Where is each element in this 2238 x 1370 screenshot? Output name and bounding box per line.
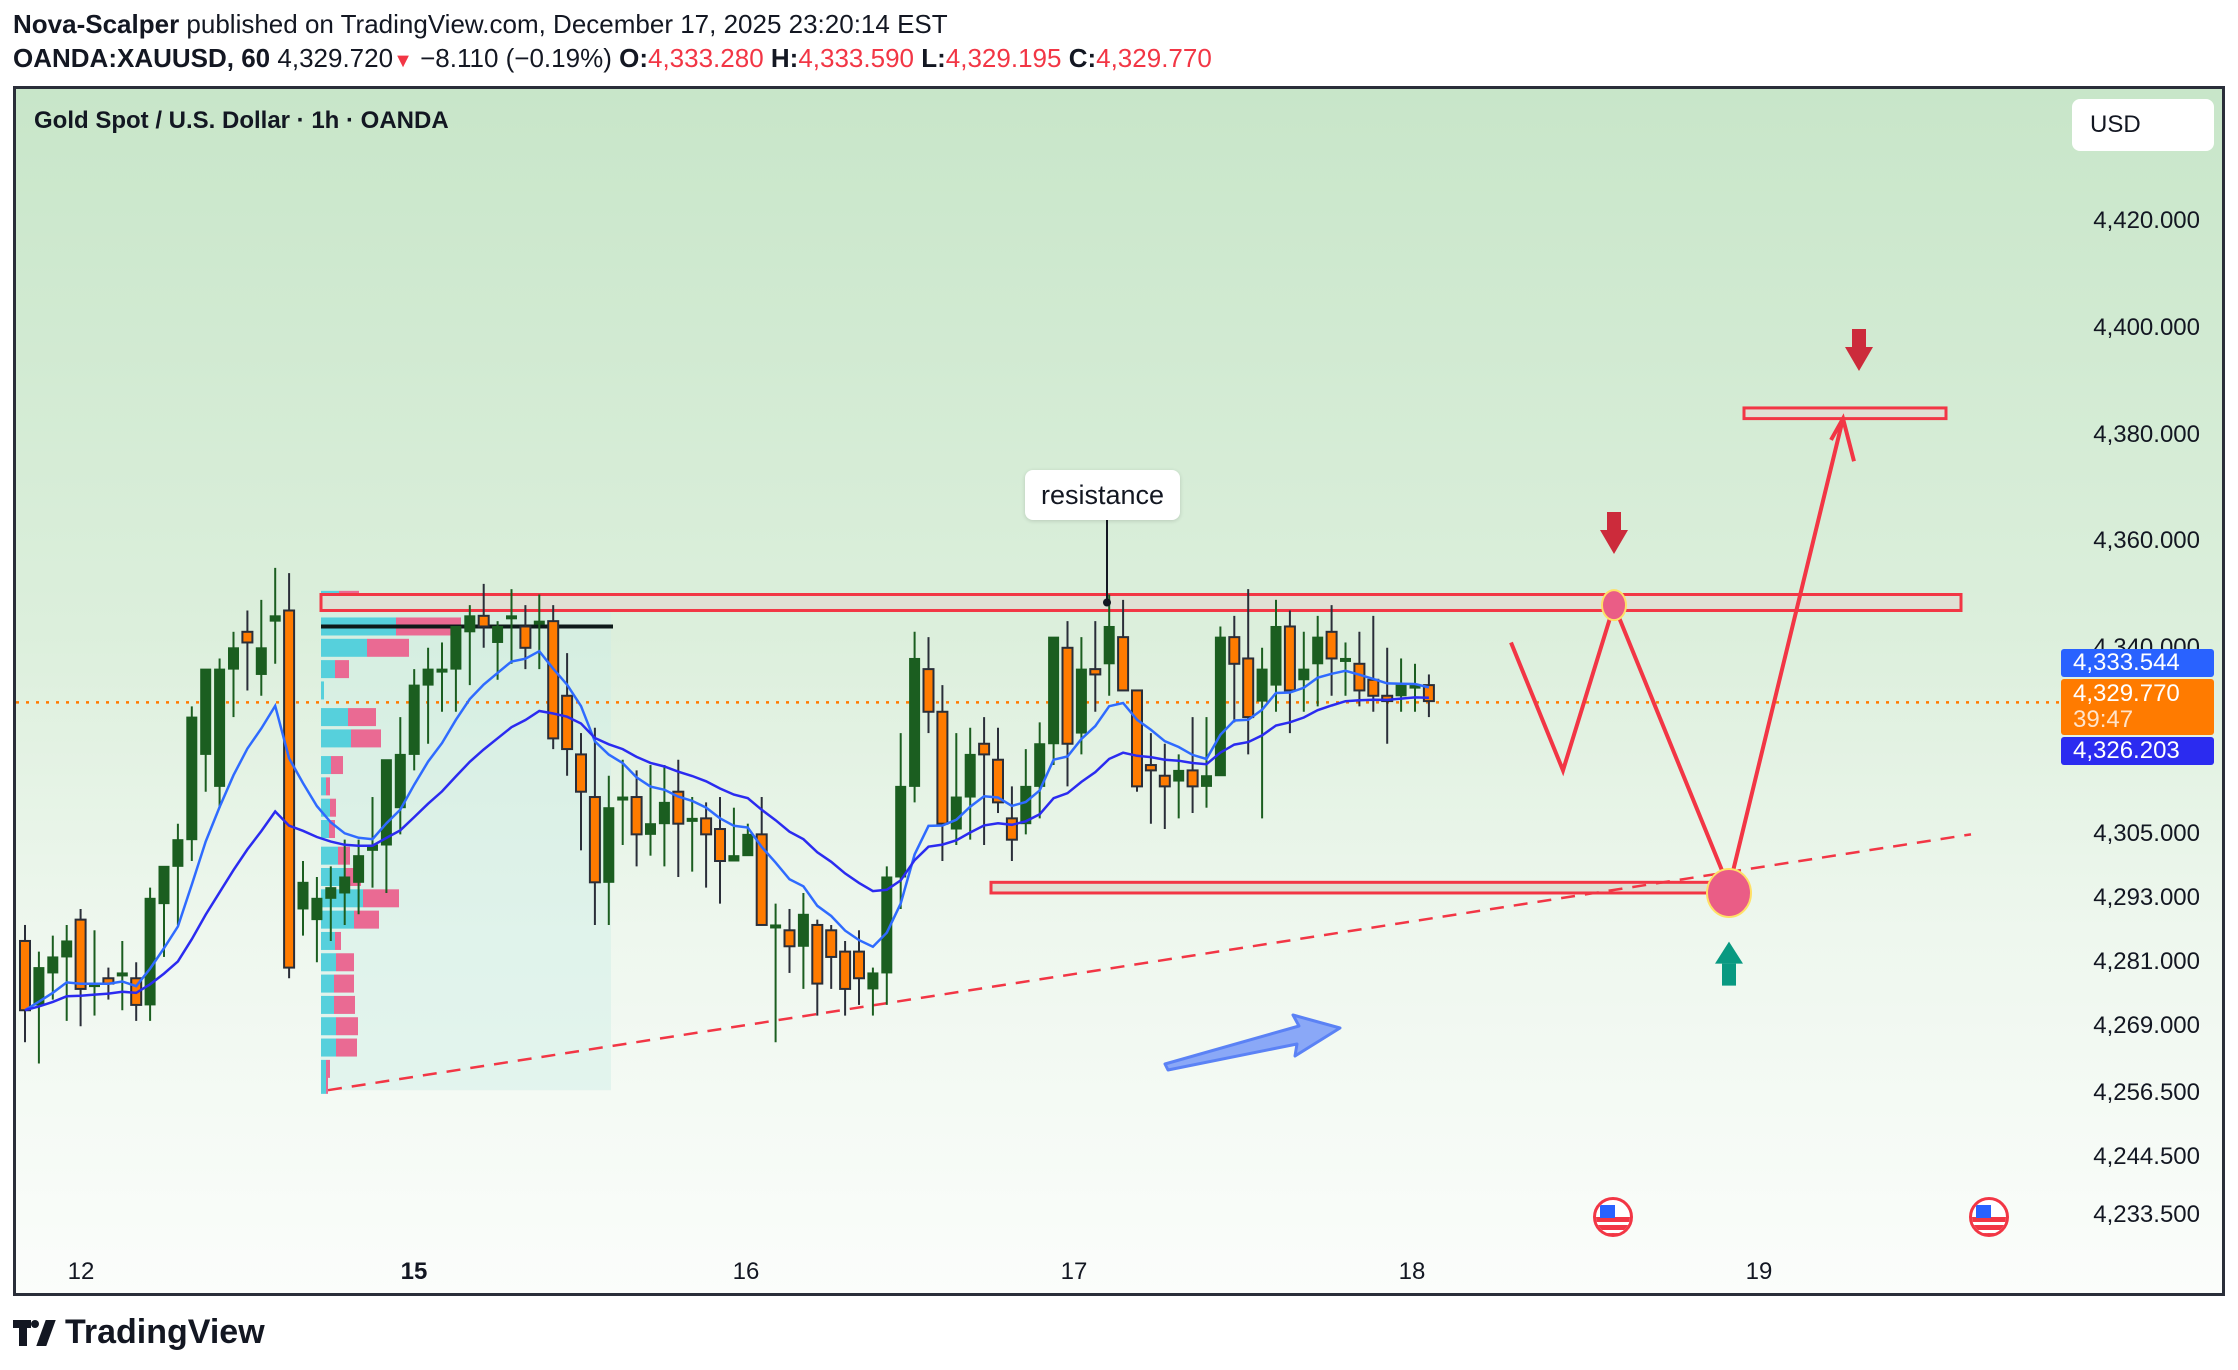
open-value: 4,333.280 <box>647 43 764 73</box>
last-price-value: 4,329.770 <box>2073 680 2180 707</box>
published-text: published on TradingView.com, December 1… <box>179 9 948 39</box>
low-value: 4,329.195 <box>945 43 1062 73</box>
high-value: 4,333.590 <box>798 43 914 73</box>
close-label: C: <box>1068 43 1097 73</box>
ema-slow-price-tag: 4,326.203 <box>2061 737 2214 765</box>
last-price-tag: 4,329.770 39:47 <box>2061 679 2214 735</box>
price-axis-label: 4,256.500 <box>2093 1078 2200 1106</box>
time-axis-label: 18 <box>1398 1258 1426 1285</box>
symbol-info-bar: OANDA:XAUUSD, 60 4,329.720▼ −8.110 (−0.1… <box>13 42 1212 77</box>
price-axis-label: 4,233.500 <box>2093 1201 2200 1229</box>
author-name[interactable]: Nova-Scalper <box>13 9 180 39</box>
down-triangle-icon: ▼ <box>393 50 413 72</box>
time-axis-label: 12 <box>67 1258 95 1285</box>
publish-info: Nova-Scalper published on TradingView.co… <box>13 8 948 40</box>
us-flag-event-icon[interactable] <box>1593 1197 1633 1237</box>
price-plot[interactable] <box>16 89 2225 1296</box>
last-price: 4,329.720 <box>277 43 394 73</box>
price-axis-label: 4,244.500 <box>2093 1142 2200 1170</box>
open-label: O: <box>619 43 648 73</box>
tradingview-logo[interactable]: TradingView <box>13 1313 265 1352</box>
time-axis-label: 17 <box>1060 1258 1088 1285</box>
price-axis-label: 4,281.000 <box>2093 948 2200 976</box>
chart-title: Gold Spot / U.S. Dollar · 1h · OANDA <box>34 107 449 134</box>
price-axis-label: 4,380.000 <box>2093 420 2200 448</box>
currency-button[interactable]: USD <box>2072 99 2214 151</box>
price-axis-label: 4,360.000 <box>2093 527 2200 555</box>
price-change: −8.110 (−0.19%) <box>420 43 612 73</box>
resistance-callout[interactable]: resistance <box>1025 470 1181 520</box>
brand-name: TradingView <box>65 1313 265 1351</box>
ema-fast-price-tag: 4,333.544 <box>2061 649 2214 677</box>
price-axis-label: 4,269.000 <box>2093 1012 2200 1040</box>
low-label: L: <box>921 43 946 73</box>
symbol-name: OANDA:XAUUSD, 60 <box>13 43 271 73</box>
chart-pane[interactable]: Gold Spot / U.S. Dollar · 1h · OANDA USD… <box>13 86 2225 1296</box>
price-axis-label: 4,293.000 <box>2093 884 2200 912</box>
price-axis-label: 4,400.000 <box>2093 314 2200 341</box>
close-value: 4,329.770 <box>1096 43 1212 73</box>
time-axis-label: 19 <box>1745 1258 1773 1285</box>
time-axis-label: 16 <box>732 1258 760 1285</box>
price-axis-label: 4,305.000 <box>2093 820 2200 848</box>
time-axis-label: 15 <box>400 1258 428 1285</box>
us-flag-event-icon[interactable] <box>1969 1197 2009 1237</box>
high-label: H: <box>770 43 799 73</box>
price-axis-label: 4,420.000 <box>2093 207 2200 235</box>
tradingview-logo-icon <box>13 1319 57 1346</box>
bar-countdown: 39:47 <box>2073 706 2134 733</box>
